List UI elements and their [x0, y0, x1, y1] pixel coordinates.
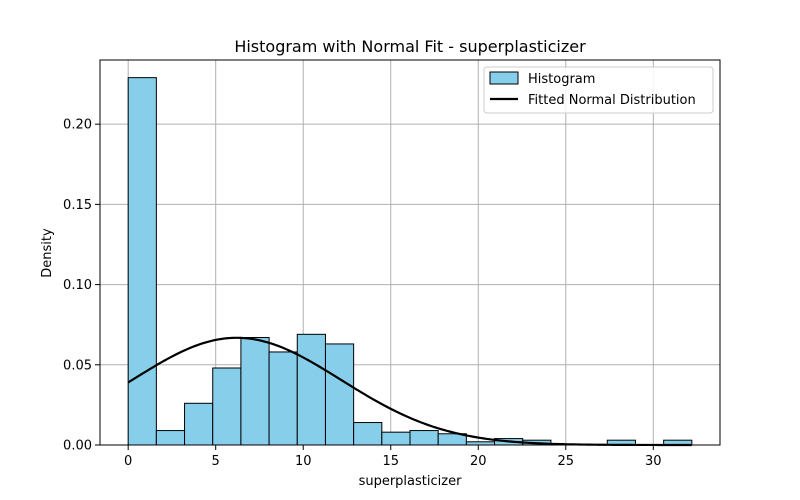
x-tick-label: 0	[124, 454, 132, 469]
y-axis-ticks: 0.00 0.05 0.10 0.15 0.20	[63, 118, 100, 454]
legend-histogram-label: Histogram	[528, 72, 595, 87]
legend-normal-label: Fitted Normal Distribution	[528, 93, 696, 108]
y-tick-label: 0.10	[63, 278, 92, 293]
histogram-bar	[155, 430, 186, 446]
y-tick-label: 0.00	[63, 439, 92, 454]
histogram-bar	[353, 422, 383, 446]
chart-title: Histogram with Normal Fit - superplastic…	[234, 37, 586, 56]
x-tick-label: 15	[382, 454, 399, 469]
histogram-bars	[127, 77, 693, 446]
histogram-bar	[381, 431, 411, 446]
histogram-bar	[268, 351, 298, 446]
histogram-bar	[324, 343, 355, 446]
x-axis-label: superplasticizer	[359, 474, 463, 489]
legend-frame	[483, 66, 714, 114]
histogram-bar	[240, 337, 270, 446]
x-tick-label: 25	[558, 454, 575, 469]
x-tick-label: 20	[470, 454, 487, 469]
legend-histogram-swatch	[489, 71, 519, 85]
x-tick-label: 30	[645, 454, 662, 469]
histogram-bar	[184, 402, 214, 446]
y-tick-label: 0.05	[63, 358, 92, 373]
y-tick-label: 0.15	[63, 198, 92, 213]
legend: Histogram Fitted Normal Distribution	[483, 66, 714, 114]
x-tick-label: 10	[295, 454, 312, 469]
histogram-bar	[212, 367, 242, 446]
y-axis-label: Density	[40, 228, 55, 278]
plot-frame	[99, 59, 721, 446]
histogram-bar	[127, 77, 157, 446]
histogram-bar	[409, 430, 439, 446]
y-tick-label: 0.20	[63, 118, 92, 133]
histogram-bar	[296, 333, 326, 446]
x-axis-ticks: 0 5 10 15 20 25 30	[124, 445, 662, 469]
x-tick-label: 5	[212, 454, 220, 469]
